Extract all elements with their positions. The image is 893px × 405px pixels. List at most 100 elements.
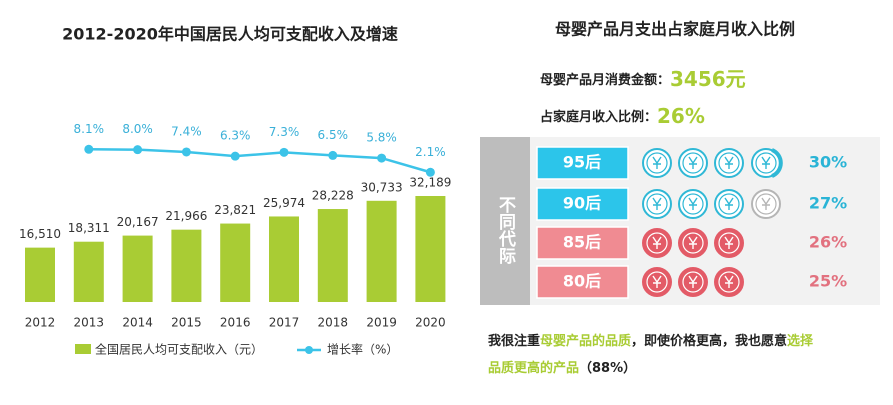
amount: 3456元 [670,67,746,91]
bar-label: 16,510 [19,227,61,241]
bar [366,200,397,302]
amount-row: 母婴产品月消费金额：3456元 [540,67,746,91]
row-label: 90后 [563,194,601,213]
growth-point [84,144,94,154]
bar [122,235,153,302]
coin-symbol [688,156,698,169]
coin-symbol [724,236,734,249]
growth-label: 6.3% [220,129,251,143]
coin [714,148,744,178]
coin [642,189,672,219]
coin [642,148,672,178]
row-label: 80后 [563,272,601,291]
bar [25,247,55,302]
growth-line [88,148,431,174]
coin-inner [682,152,704,174]
coin-symbol [688,275,698,288]
note-part: 我很注重 [488,333,540,349]
coin [714,189,744,219]
ratio-row: 占家庭月收入比例：26% [540,104,705,128]
row-label: 85后 [563,233,601,252]
row-label-box [536,187,629,221]
coin-symbol [761,156,771,169]
row-label-box [536,226,629,260]
row-label-box [536,265,629,299]
growth-point [230,151,240,161]
coin [642,228,672,258]
growth-label: 7.4% [171,124,202,138]
x-tick-label: 2016 [220,316,251,330]
coin-symbol [688,197,698,210]
ratio-label: 占家庭月收入比例： [540,109,657,125]
x-tick-label: 2014 [122,316,153,330]
side-label: 不同代际 [495,196,517,265]
info-title: 母婴产品月支出占家庭月收入比例 [555,20,795,39]
note-part: （88%） [579,360,636,376]
coin-symbol [652,197,662,210]
chart-title: 2012-2020年中国居民人均可支配收入及增速 [62,25,398,44]
coin [678,228,708,258]
note-part: ，即使价格更高，我也愿意 [631,333,787,349]
coin-symbol [652,156,662,169]
note-highlight: 母婴产品的品质 [540,333,631,349]
coin-symbol [761,197,771,210]
legend-swatch [75,344,91,354]
coin-inner [646,193,668,215]
x-tick-label: 2017 [269,316,300,330]
coin-symbol [724,197,734,210]
growth-label: 5.8% [366,131,397,145]
note-highlight: 品质更高的产品 [488,360,579,376]
bar-label: 28,228 [312,189,354,203]
legend-label: 增长率（%） [327,342,398,357]
coin [714,228,744,258]
legend-label: 全国居民人均可支配收入（元） [95,342,263,357]
coin-symbol [724,275,734,288]
bar-label: 30,733 [361,180,403,194]
coin-inner [755,152,777,174]
growth-point [377,153,387,163]
bar-label: 32,189 [409,176,451,190]
note-highlight: 选择 [787,333,814,349]
bar [220,223,251,302]
coin-inner [682,271,704,293]
bar [73,241,104,302]
note-line-1: 我很注重母婴产品的品质，即使价格更高，我也愿意选择 [488,333,814,349]
row-percent: 27% [809,194,847,213]
coin [678,267,708,297]
note-line-2: 品质更高的产品（88%） [488,360,636,376]
coin-symbol [688,236,698,249]
growth-point [328,150,338,160]
coin-edge [771,148,783,178]
coin-inner [718,193,740,215]
ratio: 26% [657,104,705,128]
bar-label: 18,311 [68,221,110,235]
bar [269,216,299,302]
bar [415,196,446,302]
coin-inner [755,193,777,215]
coin-inner [646,232,668,254]
growth-point [279,147,289,157]
row-label: 95后 [563,153,601,172]
growth-point [425,167,435,177]
row-label-box [536,146,629,180]
coin-inner [646,271,668,293]
coin [751,189,781,219]
bar-label: 21,966 [165,209,207,223]
bar [317,209,348,302]
growth-point [181,147,191,157]
growth-point [133,145,143,155]
bar [171,229,202,302]
row-percent: 26% [809,233,847,252]
coin-inner [718,152,740,174]
bar-label: 20,167 [117,215,159,229]
coin-symbol [724,156,734,169]
coin [714,267,744,297]
x-tick-label: 2015 [171,316,202,330]
coin [678,148,708,178]
coin-symbol [652,236,662,249]
x-tick-label: 2013 [74,316,105,330]
bar-label: 25,974 [263,196,305,210]
coin-symbol [652,275,662,288]
coin-inner [682,232,704,254]
